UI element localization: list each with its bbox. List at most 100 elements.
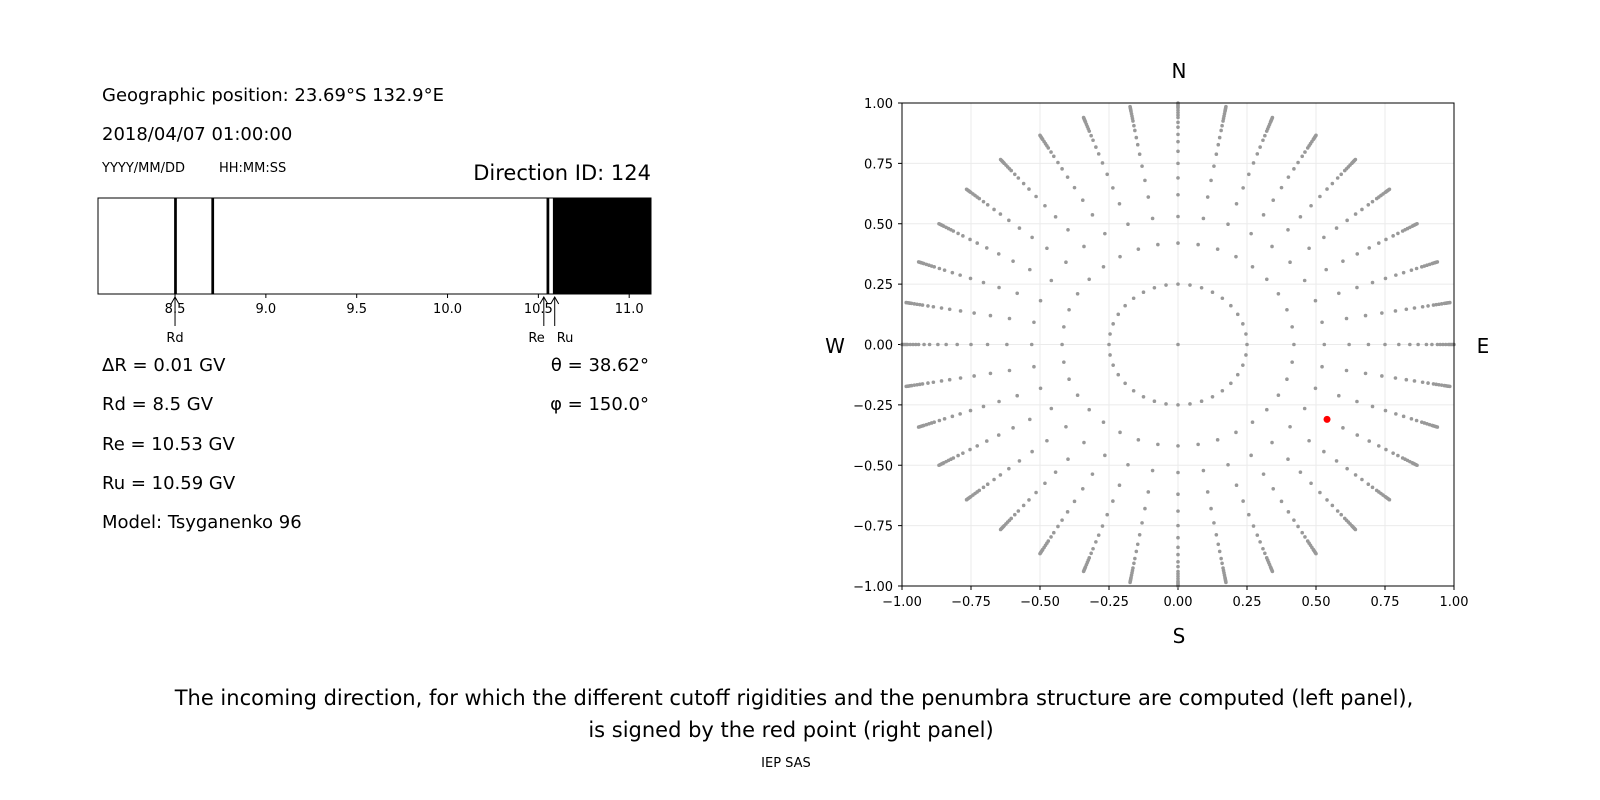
direction-point (1245, 342, 1249, 347)
direction-point (1066, 228, 1070, 232)
rd-value: Rd = 8.5 GV (102, 394, 214, 415)
direction-point (1049, 535, 1053, 539)
direction-point (917, 302, 922, 307)
direction-point (1255, 152, 1260, 156)
direction-point (1355, 433, 1360, 437)
direction-point (1220, 123, 1224, 128)
y-tick-label: −0.50 (853, 459, 893, 474)
direction-point (998, 473, 1003, 477)
direction-point (1384, 447, 1388, 452)
direction-point (1012, 512, 1017, 517)
direction-point (1176, 132, 1180, 137)
direction-point (1286, 457, 1290, 461)
direction-point (1062, 360, 1066, 364)
marker-arrowhead (170, 295, 180, 305)
forbidden-band (552, 198, 651, 294)
y-tick-label: −0.75 (853, 520, 893, 535)
direction-point (1131, 296, 1136, 301)
direction-point (1116, 372, 1121, 377)
direction-point (1056, 160, 1060, 165)
direction-point (1176, 192, 1180, 197)
direction-point (1370, 280, 1375, 285)
direction-point (1318, 490, 1322, 495)
direction-point (972, 311, 976, 315)
direction-point (1067, 377, 1071, 381)
x-tick-label: 0.00 (1164, 595, 1193, 610)
direction-point (1250, 265, 1255, 269)
direction-point (964, 187, 969, 192)
direction-point (939, 306, 944, 310)
direction-point (1383, 408, 1388, 413)
direction-point (1366, 482, 1371, 487)
direction-point (1408, 342, 1412, 347)
direction-point (1091, 138, 1095, 143)
direction-point (1034, 490, 1038, 495)
direction-point (1101, 420, 1106, 424)
direction-point (1128, 580, 1132, 585)
direction-point (1401, 414, 1406, 419)
compass-west: W (825, 334, 845, 358)
direction-id: Direction ID: 124 (473, 161, 651, 185)
direction-point (1176, 444, 1180, 448)
direction-point (1367, 246, 1372, 250)
direction-point (1053, 215, 1058, 219)
direction-point (1285, 377, 1289, 381)
direction-point (1344, 368, 1349, 373)
direction-point (1028, 417, 1032, 422)
direction-point (1404, 307, 1409, 312)
direction-point (1387, 187, 1392, 192)
direction-point (1090, 472, 1095, 476)
direction-point (1339, 172, 1344, 177)
x-tick-label: 9.5 (346, 302, 367, 317)
direction-point (1136, 438, 1141, 442)
direction-point (1270, 115, 1275, 120)
direction-point (1397, 342, 1401, 347)
direction-point (1123, 381, 1127, 386)
direction-point (1258, 540, 1262, 544)
direction-point (956, 453, 960, 458)
direction-point (968, 447, 972, 452)
marker-label-re: Re (528, 331, 544, 346)
direction-point (1288, 260, 1292, 265)
direction-point (1049, 278, 1054, 283)
direction-point (1176, 282, 1180, 286)
direction-point (1209, 178, 1213, 183)
direction-point (1355, 399, 1359, 404)
direction-point (1298, 215, 1303, 219)
direction-point (1314, 133, 1318, 138)
direction-point (997, 399, 1001, 404)
direction-point (969, 342, 973, 347)
direction-point (1438, 342, 1442, 347)
direction-point (1270, 440, 1274, 445)
direction-point (1341, 426, 1345, 430)
direction-point (1300, 530, 1304, 535)
direction-point (1094, 145, 1098, 149)
direction-point (1045, 246, 1049, 251)
direction-point (1199, 285, 1204, 290)
direction-point (1118, 430, 1122, 435)
direction-point (1143, 178, 1147, 183)
direction-point (1188, 283, 1192, 287)
y-tick-label: 0.25 (864, 278, 893, 293)
direction-point (1196, 442, 1200, 447)
direction-point (1426, 304, 1430, 308)
direction-point (1298, 470, 1303, 474)
direction-point (1136, 247, 1141, 251)
direction-point (997, 285, 1001, 290)
direction-point (1220, 296, 1225, 301)
direction-point (1176, 509, 1180, 513)
direction-point (1330, 503, 1335, 508)
direction-point (904, 300, 908, 305)
direction-point (1118, 254, 1122, 259)
direction-point (1038, 298, 1043, 303)
direction-point (1391, 234, 1395, 238)
direction-point (1215, 247, 1220, 251)
direction-point (1060, 342, 1064, 347)
direction-point (1117, 201, 1122, 206)
direction-point (1271, 198, 1276, 202)
direction-point (1255, 533, 1260, 537)
direction-point (1235, 372, 1240, 377)
direction-point (1437, 382, 1441, 387)
direction-point (1414, 266, 1419, 271)
direction-point (1133, 128, 1137, 133)
